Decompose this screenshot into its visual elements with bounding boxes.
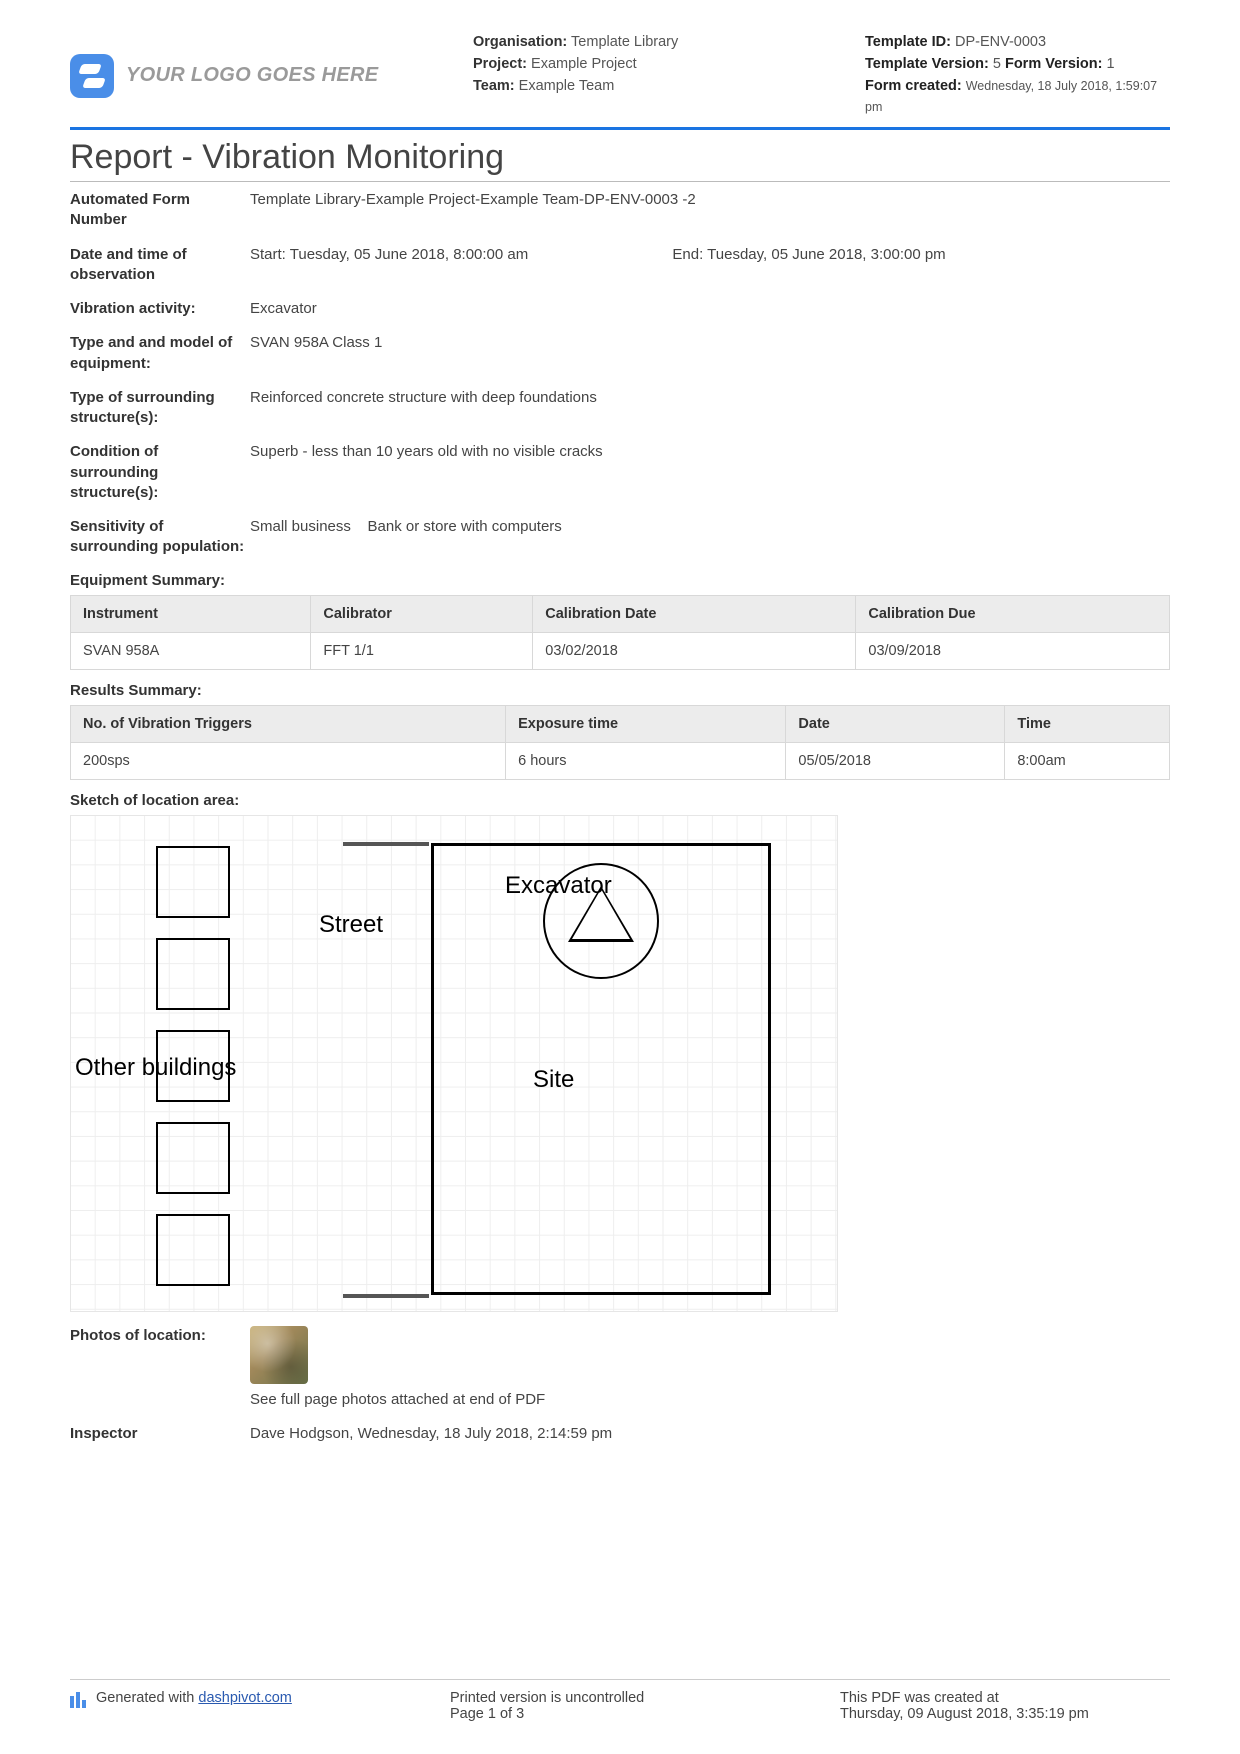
cond-value: Superb - less than 10 years old with no … [250, 442, 1170, 503]
tid-label: Template ID: [865, 34, 951, 50]
sketch-building-rect [156, 938, 230, 1010]
row-equip: Type and and model of equipment: SVAN 95… [70, 333, 1170, 374]
org-label: Organisation: [473, 34, 567, 50]
struct-value: Reinforced concrete structure with deep … [250, 388, 1170, 429]
rs-cell: 8:00am [1005, 742, 1170, 779]
dashpivot-icon [70, 1692, 86, 1708]
project-label: Project: [473, 56, 527, 72]
inspector-label: Inspector [70, 1424, 250, 1444]
dt-label: Date and time of observation [70, 245, 250, 286]
sketch-label-other: Other buildings [75, 1054, 236, 1082]
header-meta-left: Organisation: Template Library Project: … [473, 32, 847, 119]
sketch-area: Street Site Excavator Other buildings [70, 815, 838, 1312]
table-row: 200sps 6 hours 05/05/2018 8:00am [71, 742, 1170, 779]
team-value: Example Team [519, 78, 615, 94]
sketch-bar [343, 1294, 429, 1298]
footer-left: Generated with dashpivot.com [70, 1690, 450, 1722]
row-vibact: Vibration activity: Excavator [70, 299, 1170, 319]
logo-block: YOUR LOGO GOES HERE [70, 32, 455, 119]
logo-text: YOUR LOGO GOES HERE [126, 64, 378, 87]
logo-icon [70, 54, 114, 98]
eq-col-2: Calibration Date [533, 595, 856, 632]
dt-value: Start: Tuesday, 05 June 2018, 8:00:00 am… [250, 245, 1170, 286]
tid-value: DP-ENV-0003 [955, 34, 1046, 50]
row-cond: Condition of surrounding structure(s): S… [70, 442, 1170, 503]
header-meta-right: Template ID: DP-ENV-0003 Template Versio… [865, 32, 1170, 119]
struct-label: Type of surrounding structure(s): [70, 388, 250, 429]
rs-col-1: Exposure time [506, 705, 786, 742]
equip-label: Type and and model of equipment: [70, 333, 250, 374]
sketch-bar [343, 842, 429, 846]
results-summary-title: Results Summary: [70, 682, 1170, 699]
eq-col-0: Instrument [71, 595, 311, 632]
sketch-building-rect [156, 1214, 230, 1286]
sketch-title: Sketch of location area: [70, 792, 1170, 809]
inspector-value: Dave Hodgson, Wednesday, 18 July 2018, 2… [250, 1424, 1170, 1444]
eq-cell: SVAN 958A [71, 632, 311, 669]
vibact-label: Vibration activity: [70, 299, 250, 319]
row-datetime: Date and time of observation Start: Tues… [70, 245, 1170, 286]
footer-center: Printed version is uncontrolled Page 1 o… [450, 1690, 840, 1722]
gen-text: Generated with [96, 1690, 198, 1706]
dt-end: End: Tuesday, 05 June 2018, 3:00:00 pm [672, 246, 945, 263]
fver-label: Form Version: [1005, 56, 1103, 72]
row-photos: Photos of location: See full page photos… [70, 1326, 1170, 1410]
photos-caption: See full page photos attached at end of … [250, 1390, 1170, 1410]
afn-value: Template Library-Example Project-Example… [250, 190, 1170, 231]
eq-cell: FFT 1/1 [311, 632, 533, 669]
rs-cell: 6 hours [506, 742, 786, 779]
vibact-value: Excavator [250, 299, 1170, 319]
tver-label: Template Version: [865, 56, 989, 72]
equipment-summary-table: Instrument Calibrator Calibration Date C… [70, 595, 1170, 670]
photo-thumbnail[interactable] [250, 1326, 308, 1384]
rs-cell: 200sps [71, 742, 506, 779]
header: YOUR LOGO GOES HERE Organisation: Templa… [70, 32, 1170, 130]
sketch-label-street: Street [319, 911, 383, 939]
fcreated-label: Form created: [865, 78, 962, 94]
team-label: Team: [473, 78, 515, 94]
footer-right: This PDF was created at Thursday, 09 Aug… [840, 1690, 1170, 1722]
uncontrolled-text: Printed version is uncontrolled [450, 1690, 840, 1706]
row-inspector: Inspector Dave Hodgson, Wednesday, 18 Ju… [70, 1424, 1170, 1444]
sens-label: Sensitivity of surrounding population: [70, 517, 250, 558]
sketch-label-excavator: Excavator [505, 872, 612, 900]
table-row: SVAN 958A FFT 1/1 03/02/2018 03/09/2018 [71, 632, 1170, 669]
sketch-building-rect [156, 1122, 230, 1194]
eq-col-1: Calibrator [311, 595, 533, 632]
row-sens: Sensitivity of surrounding population: S… [70, 517, 1170, 558]
results-summary-table: No. of Vibration Triggers Exposure time … [70, 705, 1170, 780]
project-value: Example Project [531, 56, 637, 72]
report-title: Report - Vibration Monitoring [70, 134, 1170, 182]
org-value: Template Library [571, 34, 678, 50]
row-afn: Automated Form Number Template Library-E… [70, 190, 1170, 231]
rs-col-0: No. of Vibration Triggers [71, 705, 506, 742]
sens-value: Small business Bank or store with comput… [250, 517, 1170, 558]
photos-value: See full page photos attached at end of … [250, 1326, 1170, 1410]
eq-col-3: Calibration Due [856, 595, 1170, 632]
equipment-summary-title: Equipment Summary: [70, 572, 1170, 589]
equip-value: SVAN 958A Class 1 [250, 333, 1170, 374]
eq-cell: 03/09/2018 [856, 632, 1170, 669]
cond-label: Condition of surrounding structure(s): [70, 442, 250, 503]
sketch-label-site: Site [533, 1066, 574, 1094]
rs-col-2: Date [786, 705, 1005, 742]
tver-value: 5 [993, 56, 1001, 72]
eq-cell: 03/02/2018 [533, 632, 856, 669]
rs-cell: 05/05/2018 [786, 742, 1005, 779]
gen-link[interactable]: dashpivot.com [198, 1690, 292, 1706]
created-value: Thursday, 09 August 2018, 3:35:19 pm [840, 1706, 1170, 1722]
dt-start: Start: Tuesday, 05 June 2018, 8:00:00 am [250, 246, 528, 263]
photos-label: Photos of location: [70, 1326, 250, 1410]
sketch-building-rect [156, 846, 230, 918]
afn-label: Automated Form Number [70, 190, 250, 231]
rs-col-3: Time [1005, 705, 1170, 742]
row-struct: Type of surrounding structure(s): Reinfo… [70, 388, 1170, 429]
fver-value: 1 [1107, 56, 1115, 72]
created-label: This PDF was created at [840, 1690, 1170, 1706]
page-number: Page 1 of 3 [450, 1706, 840, 1722]
footer: Generated with dashpivot.com Printed ver… [70, 1679, 1170, 1722]
